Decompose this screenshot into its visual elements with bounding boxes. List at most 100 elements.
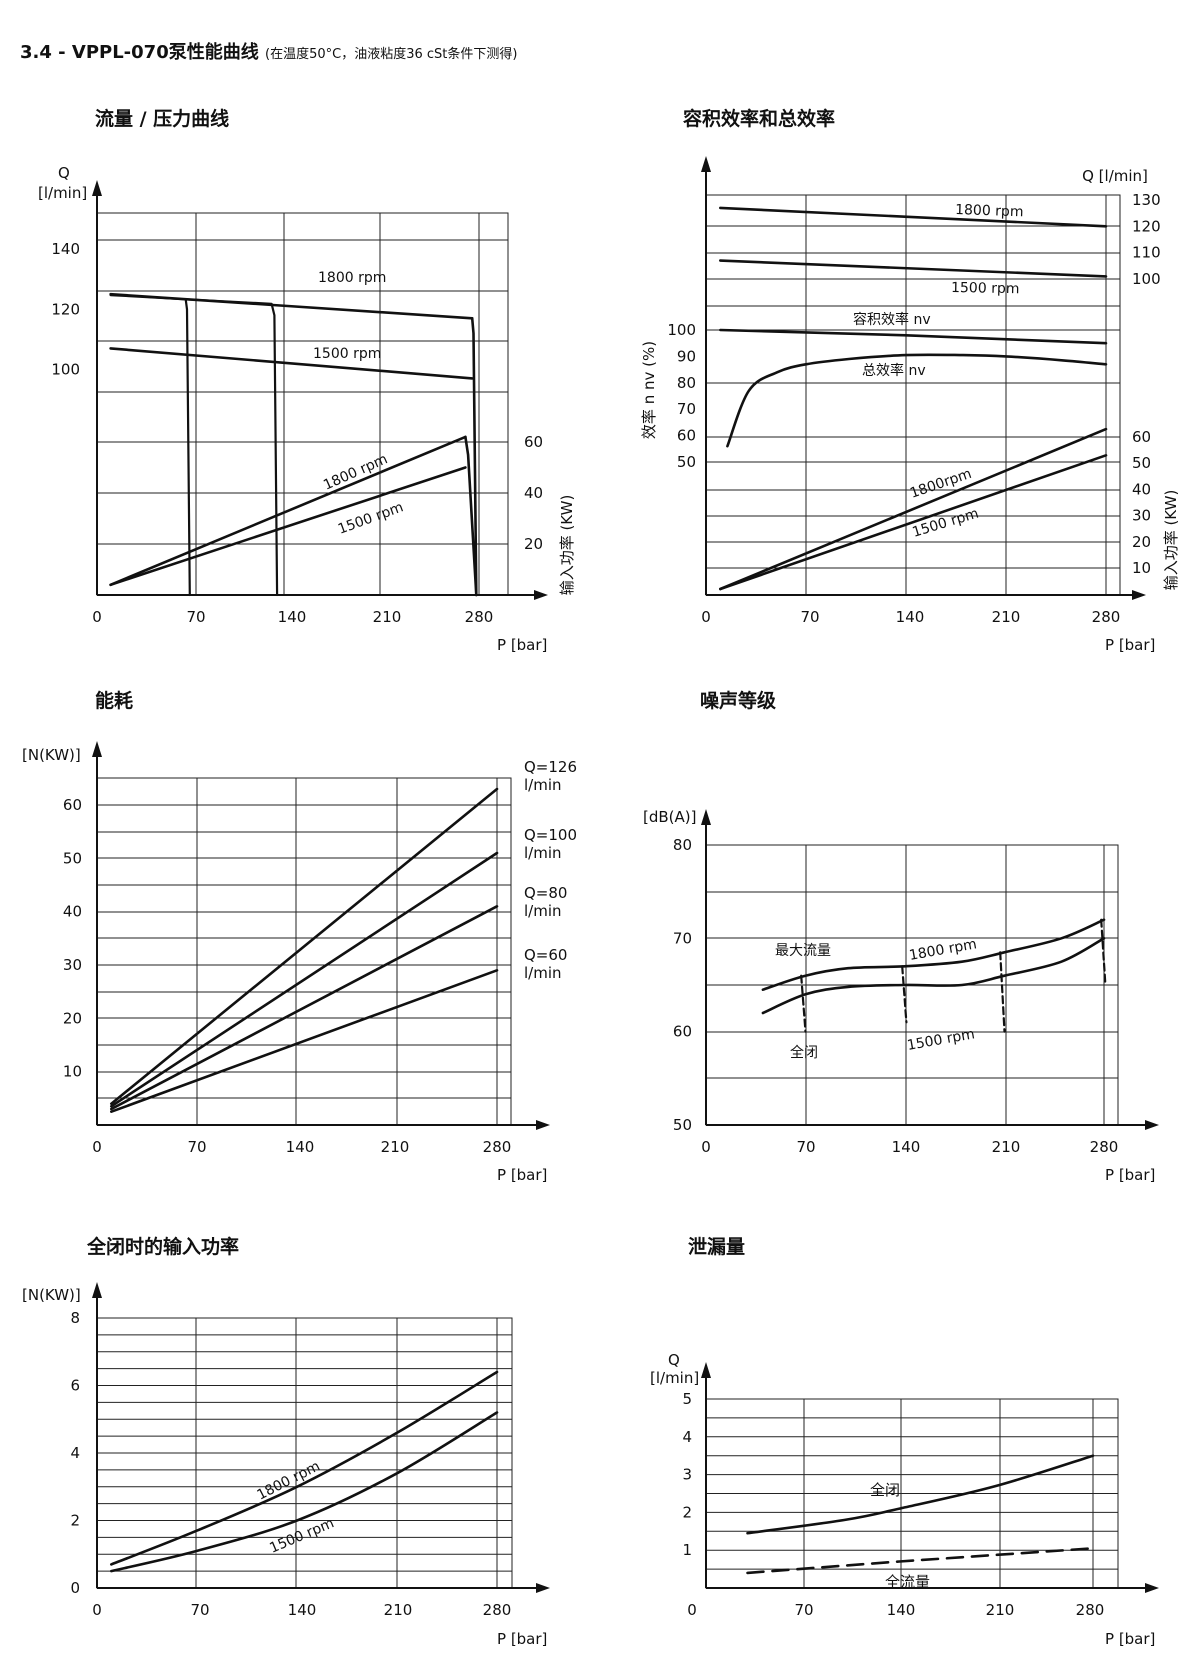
efficiency-eta-label: 效率 n nv (%) bbox=[640, 341, 658, 439]
flow-series-1800-power bbox=[109, 435, 467, 587]
leak-label-closed: 全闭 bbox=[870, 1481, 900, 1499]
page-title-main: 3.4 - VPPL-070泵性能曲线 bbox=[20, 42, 259, 63]
noise-x-tick-210: 210 bbox=[992, 1138, 1021, 1156]
power-label-q-100: Q=100 bbox=[524, 826, 577, 844]
efficiency-kw-tick-50: 50 bbox=[1132, 454, 1151, 472]
efficiency-series-power-1500 bbox=[719, 454, 1108, 591]
efficiency-q-tick-120: 120 bbox=[1132, 217, 1161, 235]
closed-y-tick-2: 2 bbox=[70, 1512, 80, 1530]
efficiency-y2label: 输入功率 (KW) bbox=[1162, 490, 1180, 591]
closed-x-tick-210: 210 bbox=[384, 1601, 413, 1619]
leak-y-tick-3: 3 bbox=[682, 1466, 692, 1484]
leak-y-tick-1: 1 bbox=[682, 1541, 692, 1559]
efficiency-kw-tick-30: 30 bbox=[1132, 507, 1151, 525]
efficiency-kw-tick-10: 10 bbox=[1132, 559, 1151, 577]
flow-series-1500-flow bbox=[109, 347, 474, 380]
power-x-tick-70: 70 bbox=[187, 1138, 206, 1156]
flow-x-arrow bbox=[534, 590, 548, 600]
noise-label-closed: 全闭 bbox=[790, 1044, 818, 1061]
efficiency-x-tick-210: 210 bbox=[992, 608, 1021, 626]
flow-drop-140 bbox=[184, 298, 279, 597]
noise-x-tick-140: 140 bbox=[892, 1138, 921, 1156]
flow-label-1500-flow: 1500 rpm bbox=[313, 346, 381, 362]
flow-y2-tick-20: 20 bbox=[524, 535, 543, 553]
closed-xlabel: P [bar] bbox=[497, 1630, 547, 1648]
closed-x-tick-140: 140 bbox=[288, 1601, 317, 1619]
efficiency-eta-tick-60: 60 bbox=[677, 427, 696, 445]
power-unit-q-60: l/min bbox=[524, 964, 562, 982]
leak-ylabel-symbol: Q bbox=[668, 1351, 680, 1369]
closed-y-tick-8: 8 bbox=[70, 1309, 80, 1327]
power-x-tick-140: 140 bbox=[286, 1138, 315, 1156]
noise-x-tick-70: 70 bbox=[796, 1138, 815, 1156]
efficiency-x-tick-140: 140 bbox=[896, 608, 925, 626]
flow-grid bbox=[96, 212, 509, 596]
flow-x-tick-0: 0 bbox=[92, 608, 102, 626]
efficiency-eta-tick-80: 80 bbox=[677, 374, 696, 392]
closed-y-tick-6: 6 bbox=[70, 1377, 80, 1395]
power-ylabel: [N(KW)] bbox=[22, 746, 81, 764]
leak-x-arrow bbox=[1145, 1583, 1159, 1593]
efficiency-series-power-1800 bbox=[719, 427, 1108, 591]
closed-x-arrow bbox=[536, 1583, 550, 1593]
noise-label-max-flow: 最大流量 bbox=[775, 943, 831, 959]
noise-y-tick-60: 60 bbox=[673, 1023, 692, 1041]
efficiency-chart-title: 容积效率和总效率 bbox=[683, 108, 836, 130]
flow-x-tick-210: 210 bbox=[373, 608, 402, 626]
leak-chart-title: 泄漏量 bbox=[688, 1236, 746, 1258]
efficiency-q-tick-130: 130 bbox=[1132, 191, 1161, 209]
closed-x-tick-70: 70 bbox=[190, 1601, 209, 1619]
noise-xlabel: P [bar] bbox=[1105, 1166, 1155, 1184]
page-title: 3.4 - VPPL-070泵性能曲线 (在温度50°C，油液粘度36 cSt条… bbox=[20, 38, 517, 64]
power-x-arrow bbox=[536, 1120, 550, 1130]
leak-x-tick-0: 0 bbox=[687, 1601, 697, 1619]
leak-label-full-flow: 全流量 bbox=[885, 1573, 930, 1591]
noise-closed-dash-0 bbox=[800, 974, 807, 1033]
efficiency-series-volumetric-eff bbox=[719, 328, 1108, 345]
power-series-q-80 bbox=[110, 905, 499, 1111]
power-chart-title: 能耗 bbox=[95, 690, 134, 712]
efficiency-label-q-1800: 1800 rpm bbox=[955, 202, 1024, 220]
efficiency-label-total: 总效率 nv bbox=[862, 362, 926, 379]
flow-x-tick-140: 140 bbox=[278, 608, 307, 626]
efficiency-kw-tick-40: 40 bbox=[1132, 480, 1151, 498]
efficiency-x-tick-70: 70 bbox=[800, 608, 819, 626]
efficiency-series-total-eff bbox=[726, 353, 1108, 448]
leak-xlabel: P [bar] bbox=[1105, 1630, 1155, 1648]
leak-x-tick-280: 280 bbox=[1076, 1601, 1105, 1619]
power-y-tick-50: 50 bbox=[63, 849, 82, 867]
efficiency-q-tick-100: 100 bbox=[1132, 270, 1161, 288]
power-y-tick-20: 20 bbox=[63, 1009, 82, 1027]
flow-x-tick-70: 70 bbox=[186, 608, 205, 626]
closed-series-1500 bbox=[110, 1411, 499, 1573]
leak-x-tick-210: 210 bbox=[986, 1601, 1015, 1619]
noise-y-tick-50: 50 bbox=[673, 1116, 692, 1134]
efficiency-x-tick-280: 280 bbox=[1092, 608, 1121, 626]
power-label-q-80: Q=80 bbox=[524, 884, 567, 902]
page-subtitle: (在温度50°C，油液粘度36 cSt条件下测得) bbox=[265, 47, 518, 62]
leak-y-arrow bbox=[701, 1362, 711, 1378]
leak-x-tick-70: 70 bbox=[794, 1601, 813, 1619]
leak-series-closed bbox=[746, 1454, 1095, 1535]
flow-y2-tick-40: 40 bbox=[524, 484, 543, 502]
power-unit-q-126: l/min bbox=[524, 776, 562, 794]
leak-y-tick-5: 5 bbox=[682, 1390, 692, 1408]
efficiency-q-tick-110: 110 bbox=[1132, 244, 1161, 262]
closed-grid bbox=[96, 1317, 513, 1589]
leak-grid bbox=[705, 1398, 1119, 1589]
closed-y-tick-4: 4 bbox=[70, 1444, 80, 1462]
power-label-q-60: Q=60 bbox=[524, 946, 567, 964]
closed-x-tick-280: 280 bbox=[483, 1601, 512, 1619]
power-plot-frame bbox=[96, 777, 512, 1126]
closed-chart-title: 全闭时的输入功率 bbox=[87, 1236, 240, 1258]
efficiency-kw-tick-20: 20 bbox=[1132, 533, 1151, 551]
closed-x-tick-0: 0 bbox=[92, 1601, 102, 1619]
flow-y2-tick-60: 60 bbox=[524, 433, 543, 451]
flow-drop-power-280 bbox=[464, 435, 478, 597]
noise-y-tick-80: 80 bbox=[673, 836, 692, 854]
leak-series-full-flow bbox=[746, 1547, 1095, 1575]
noise-label-1500: 1500 rpm bbox=[906, 1026, 976, 1054]
efficiency-eta-tick-100: 100 bbox=[667, 321, 696, 339]
power-x-tick-210: 210 bbox=[381, 1138, 410, 1156]
